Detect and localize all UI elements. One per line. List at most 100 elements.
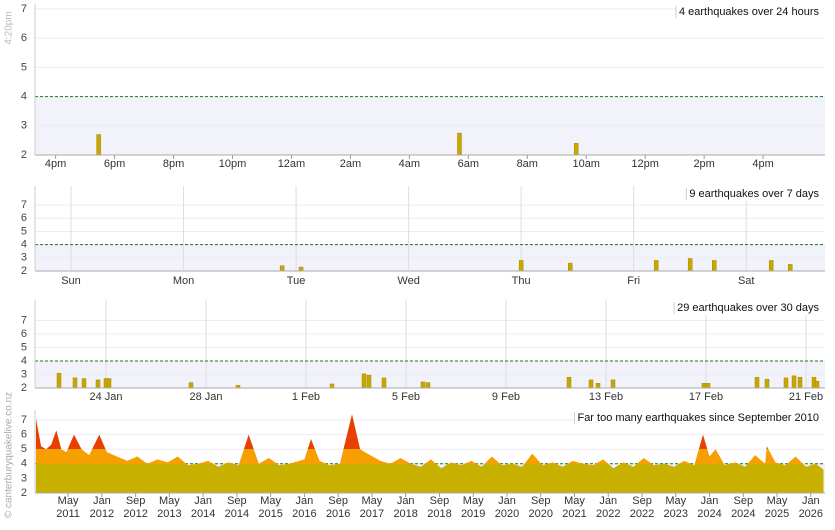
x-tick-label: Jan 2016 [292, 495, 317, 520]
x-tick-label: Jan 2018 [393, 495, 418, 520]
bar [595, 383, 601, 389]
x-tick-label: Jan 2026 [798, 495, 824, 520]
y-tick-label: 5 [21, 225, 27, 237]
x-tick-label: 13 Feb [589, 391, 623, 403]
bar [56, 372, 62, 389]
x-tick-label: May 2021 [562, 495, 587, 520]
y-tick-label: 4 [21, 90, 27, 102]
x-tick-label: Sep 2022 [629, 495, 655, 520]
bar [783, 377, 789, 389]
title-background [674, 300, 823, 315]
title-background [675, 4, 823, 19]
title-background [686, 186, 823, 201]
bar [754, 376, 760, 389]
bar [610, 379, 616, 389]
x-tick-label: 28 Jan [189, 391, 222, 403]
panel-title: 9 earthquakes over 7 days [689, 188, 819, 200]
bar [518, 260, 524, 272]
plot-background [35, 4, 825, 97]
x-tick-label: 4pm [45, 158, 66, 170]
x-tick-label: May 2025 [764, 495, 790, 520]
y-tick-label: 2 [21, 265, 27, 277]
y-tick-label: 5 [21, 443, 27, 455]
y-tick-label: 4 [21, 239, 27, 251]
x-tick-label: 1 Feb [292, 391, 320, 403]
bar [567, 262, 573, 272]
y-tick-label: 6 [21, 32, 27, 44]
bar [425, 382, 431, 389]
y-tick-label: 3 [21, 368, 27, 380]
bar [701, 383, 707, 389]
bar [787, 264, 793, 272]
y-tick-label: 4 [21, 355, 27, 367]
bar [687, 258, 693, 272]
x-tick-label: 12pm [631, 158, 659, 170]
x-tick-label: 2am [340, 158, 361, 170]
x-tick-label: 5 Feb [392, 391, 420, 403]
x-tick-label: May 2013 [157, 495, 182, 520]
x-tick-label: Sep 2024 [731, 495, 756, 520]
x-tick-label: Sep 2018 [427, 495, 452, 520]
x-tick-label: 4am [399, 158, 420, 170]
y-tick-label: 3 [21, 472, 27, 484]
bar [573, 143, 579, 156]
bar [81, 378, 87, 389]
copyright: © canterburyquakelive.co.nz [4, 392, 15, 518]
x-tick-label: Thu [512, 275, 531, 287]
x-tick-label: Fri [627, 275, 640, 287]
bar [188, 382, 194, 389]
y-tick-label: 7 [21, 3, 27, 15]
y-tick-label: 5 [21, 61, 27, 73]
y-tick-label: 2 [21, 149, 27, 161]
bar [329, 383, 335, 389]
x-tick-label: May 2017 [359, 495, 385, 520]
bar [420, 381, 426, 389]
x-tick-label: 10pm [219, 158, 247, 170]
x-tick-label: Jan 2022 [596, 495, 621, 520]
bar [457, 132, 462, 156]
y-tick-label: 4 [21, 458, 27, 470]
bar [95, 379, 101, 389]
y-tick-label: 7 [21, 414, 27, 426]
x-tick-label: May 2015 [258, 495, 283, 520]
x-tick-label: May 2019 [460, 495, 486, 520]
x-tick-label: 17 Feb [689, 391, 723, 403]
area [36, 414, 824, 493]
bar [96, 134, 101, 156]
x-tick-label: May 2023 [663, 495, 688, 520]
y-tick-label: 3 [21, 252, 27, 264]
x-tick-label: Sep 2016 [325, 495, 351, 520]
x-tick-label: May 2011 [56, 495, 80, 520]
x-tick-label: 8am [517, 158, 538, 170]
bar [712, 260, 717, 272]
y-tick-label: 6 [21, 212, 27, 224]
x-tick-label: Jan 2020 [494, 495, 520, 520]
time-label: 4:20pm [4, 11, 15, 44]
bar [72, 377, 78, 389]
title-background [574, 410, 822, 425]
x-tick-label: Sep 2012 [123, 495, 148, 520]
x-tick-label: 10am [572, 158, 600, 170]
x-tick-label: Tue [287, 275, 306, 287]
bar [768, 260, 774, 272]
y-tick-label: 6 [21, 328, 27, 340]
y-tick-label: 2 [21, 382, 27, 394]
bar [705, 383, 711, 389]
y-tick-label: 2 [21, 487, 27, 499]
x-tick-label: 2pm [693, 158, 714, 170]
y-tick-label: 3 [21, 120, 27, 132]
x-tick-label: 6pm [104, 158, 125, 170]
x-tick-label: Sat [738, 275, 755, 287]
bar [298, 266, 304, 272]
x-tick-label: Wed [397, 275, 419, 287]
x-tick-label: 6am [458, 158, 479, 170]
y-tick-label: 7 [21, 199, 27, 211]
x-tick-label: Mon [173, 275, 194, 287]
x-tick-label: Jan 2014 [190, 495, 216, 520]
bar [361, 373, 367, 389]
x-tick-label: 21 Feb [789, 391, 823, 403]
y-tick-label: 5 [21, 341, 27, 353]
x-tick-label: Sep 2014 [224, 495, 250, 520]
y-tick-label: 7 [21, 314, 27, 326]
